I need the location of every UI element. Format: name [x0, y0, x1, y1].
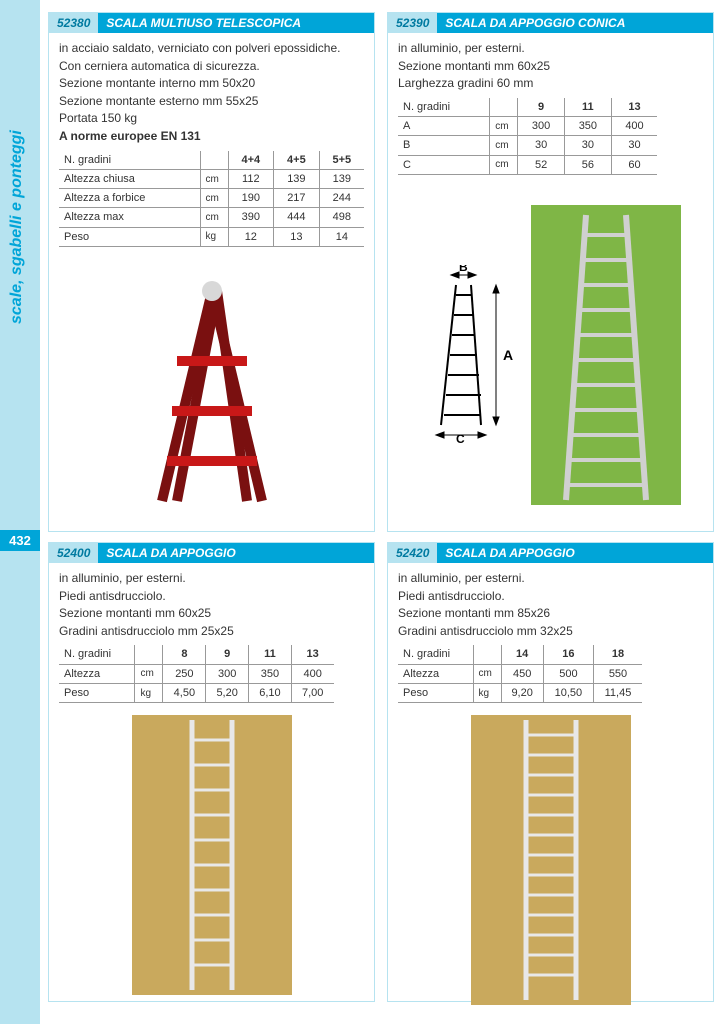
- spec-table: N. gradini 8 9 11 13 Altezzacm2503003504…: [59, 645, 334, 703]
- desc-line: Sezione montanti mm 85x26: [398, 606, 703, 622]
- desc-line: in alluminio, per esterni.: [59, 571, 364, 587]
- product-title: SCALA DA APPOGGIO CONICA: [437, 13, 713, 33]
- th: 5+5: [319, 151, 364, 170]
- spec-table: N. gradini 4+4 4+5 5+5 Altezza chiusacm1…: [59, 151, 364, 247]
- desc-line: Larghezza gradini 60 mm: [398, 76, 703, 92]
- card-header: 52390 SCALA DA APPOGGIO CONICA: [388, 13, 713, 33]
- card-header: 52380 SCALA MULTIUSO TELESCOPICA: [49, 13, 374, 33]
- product-card: 52390 SCALA DA APPOGGIO CONICA in allumi…: [387, 12, 714, 532]
- dim-label-c: C: [456, 432, 465, 445]
- product-code: 52420: [388, 543, 437, 563]
- th: 4+5: [274, 151, 320, 170]
- desc-line: Con cerniera automatica di sicurezza.: [59, 59, 364, 75]
- product-code: 52400: [49, 543, 98, 563]
- desc-line: Sezione montanti mm 60x25: [398, 59, 703, 75]
- content-grid: 52380 SCALA MULTIUSO TELESCOPICA in acci…: [48, 0, 724, 1002]
- dimension-diagram-icon: A B C: [421, 265, 521, 445]
- desc-line: in alluminio, per esterni.: [398, 571, 703, 587]
- product-image: [388, 707, 713, 1013]
- product-code: 52390: [388, 13, 437, 33]
- product-image: [49, 251, 374, 531]
- desc-line: Sezione montante esterno mm 55x25: [59, 94, 364, 110]
- desc-line: Gradini antisdrucciolo mm 32x25: [398, 624, 703, 640]
- product-image: [49, 707, 374, 1003]
- card-header: 52400 SCALA DA APPOGGIO: [49, 543, 374, 563]
- section-label: scale, sgabelli e ponteggi: [8, 130, 26, 324]
- ladder-straight-icon: [471, 715, 631, 1005]
- product-title: SCALA MULTIUSO TELESCOPICA: [98, 13, 374, 33]
- page-number: 432: [0, 530, 40, 551]
- th: [200, 151, 228, 170]
- product-image: A B C: [388, 179, 713, 531]
- card-body: in alluminio, per esterni. Piedi antisdr…: [49, 563, 374, 707]
- card-body: in acciaio saldato, verniciato con polve…: [49, 33, 374, 251]
- product-card: 52380 SCALA MULTIUSO TELESCOPICA in acci…: [48, 12, 375, 532]
- product-title: SCALA DA APPOGGIO: [437, 543, 713, 563]
- th: N. gradini: [59, 151, 200, 170]
- card-body: in alluminio, per esterni. Piedi antisdr…: [388, 563, 713, 707]
- th: 4+4: [228, 151, 274, 170]
- desc-line: Piedi antisdrucciolo.: [398, 589, 703, 605]
- dim-label-b: B: [459, 265, 468, 274]
- desc-line: Gradini antisdrucciolo mm 25x25: [59, 624, 364, 640]
- spec-table: N. gradini 9 11 13 Acm300350400 Bcm30303…: [398, 98, 657, 175]
- spec-table: N. gradini 14 16 18 Altezzacm450500550 P…: [398, 645, 642, 703]
- desc-line: Sezione montanti mm 60x25: [59, 606, 364, 622]
- ladder-straight-icon: [531, 205, 681, 505]
- product-code: 52380: [49, 13, 98, 33]
- desc-line: Sezione montante interno mm 50x20: [59, 76, 364, 92]
- ladder-straight-icon: [132, 715, 292, 995]
- card-body: in alluminio, per esterni. Sezione monta…: [388, 33, 713, 179]
- desc-line: Portata 150 kg: [59, 111, 364, 127]
- dim-label-a: A: [503, 347, 513, 363]
- desc-line: Piedi antisdrucciolo.: [59, 589, 364, 605]
- card-header: 52420 SCALA DA APPOGGIO: [388, 543, 713, 563]
- ladder-aframe-icon: [122, 271, 302, 511]
- desc-bold: A norme europee EN 131: [59, 129, 364, 145]
- product-card: 52400 SCALA DA APPOGGIO in alluminio, pe…: [48, 542, 375, 1002]
- product-title: SCALA DA APPOGGIO: [98, 543, 374, 563]
- sidebar: scale, sgabelli e ponteggi 432: [0, 0, 40, 1024]
- product-card: 52420 SCALA DA APPOGGIO in alluminio, pe…: [387, 542, 714, 1002]
- desc-line: in acciaio saldato, verniciato con polve…: [59, 41, 364, 57]
- desc-line: in alluminio, per esterni.: [398, 41, 703, 57]
